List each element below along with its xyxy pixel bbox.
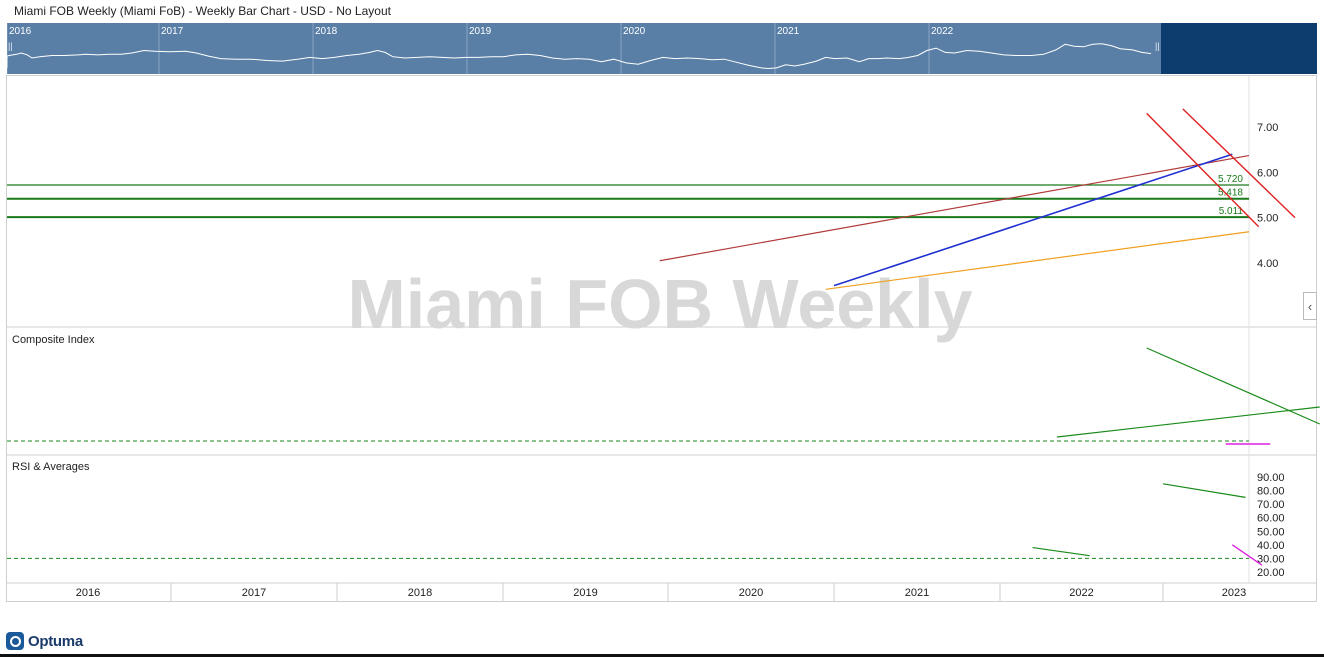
rsi-ytick: 40.00 (1257, 540, 1285, 552)
xaxis-year-label: 2018 (408, 587, 432, 599)
navigator-year-label: 2017 (161, 26, 184, 37)
composite-trendline (1146, 347, 1320, 425)
price-ytick: 6.00 (1257, 167, 1278, 179)
navigator-year-label: 2021 (777, 26, 800, 37)
navigator-year-label: 2019 (469, 26, 492, 37)
rsi-trendline (1162, 483, 1246, 498)
navigator-year-label: 2022 (931, 26, 954, 37)
composite-trendline (1056, 406, 1320, 438)
rsi-ytick: 90.00 (1257, 472, 1285, 484)
price-ytick: 5.00 (1257, 213, 1278, 225)
price-ytick: 7.00 (1257, 122, 1278, 134)
xaxis-year-label: 2023 (1222, 587, 1246, 599)
optuma-logo-icon (6, 632, 24, 650)
rsi-ytick: 80.00 (1257, 486, 1285, 498)
navigator-price-line (7, 43, 1152, 70)
composite-index-label: Composite Index (12, 334, 95, 346)
xaxis-year-label: 2016 (76, 587, 100, 599)
collapse-panel-button[interactable]: ‹ (1303, 292, 1317, 320)
xaxis-year-label: 2021 (905, 587, 929, 599)
support-level-label: 5.720 (1218, 174, 1243, 185)
trendline-red (1146, 112, 1260, 228)
xaxis-year-label: 2017 (242, 587, 266, 599)
trendline-orange (825, 231, 1250, 290)
chevron-left-icon: ‹ (1307, 299, 1313, 314)
price-ytick: 4.00 (1257, 258, 1278, 270)
watermark: Miami FOB Weekly (347, 265, 972, 343)
rsi-ytick: 20.00 (1257, 567, 1285, 579)
optuma-logo: Optuma (6, 630, 83, 652)
rsi-divergence-line (1231, 544, 1263, 566)
trendline-red (1182, 108, 1296, 219)
navigator-year-label: 2020 (623, 26, 646, 37)
trendline-blue (833, 153, 1233, 287)
trendline-brown (659, 154, 1250, 262)
navigator-handle-left[interactable]: || (8, 41, 13, 51)
navigator-strip[interactable]: 2016 2017 2018 2019 2020 2021 2022 || || (7, 23, 1317, 74)
navigator-year-label: 2016 (9, 26, 32, 37)
support-level-label: 5.011 (1219, 206, 1244, 217)
navigator-handle-right[interactable]: || (1155, 41, 1160, 51)
rsi-ytick: 30.00 (1257, 553, 1285, 565)
xaxis-year-label: 2019 (573, 587, 597, 599)
support-level-label: 5.418 (1218, 188, 1243, 199)
xaxis-year-label: 2022 (1069, 587, 1093, 599)
rsi-ytick: 50.00 (1257, 526, 1285, 538)
rsi-trendline (1032, 546, 1090, 557)
navigator-year-label: 2018 (315, 26, 338, 37)
rsi-ytick: 70.00 (1257, 499, 1285, 511)
navigator-highlight[interactable] (1161, 23, 1317, 74)
rsi-label: RSI & Averages (12, 461, 90, 473)
chart-frame (6, 75, 1317, 602)
xaxis-year-label: 2020 (739, 587, 763, 599)
rsi-ytick: 60.00 (1257, 513, 1285, 525)
chart-title: Miami FOB Weekly (Miami FoB) - Weekly Ba… (14, 4, 391, 18)
